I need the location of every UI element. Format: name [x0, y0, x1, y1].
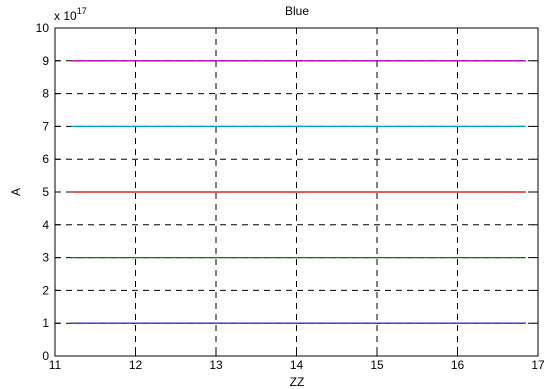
plot-frame [54, 27, 539, 357]
x-tick-label: 14 [290, 358, 304, 372]
y-tick-label: 9 [42, 54, 49, 68]
x-tick-label: 13 [209, 358, 223, 372]
chart-title: Blue [285, 4, 309, 18]
y-exponent-base: x 10 [54, 9, 77, 23]
x-tick-label: 16 [451, 358, 465, 372]
y-tick-label: 10 [36, 21, 50, 35]
y-tick-label: 3 [42, 251, 49, 265]
x-tick-label: 15 [370, 358, 384, 372]
y-axis-label: A [9, 188, 23, 196]
y-tick-label: 2 [42, 283, 49, 297]
y-tick-label: 0 [42, 349, 49, 363]
y-tick-label: 6 [42, 152, 49, 166]
y-exponent-power: 17 [77, 6, 87, 16]
y-tick-label: 8 [42, 87, 49, 101]
y-tick-label: 7 [42, 119, 49, 133]
y-tick-label: 5 [42, 185, 49, 199]
x-tick-label: 11 [49, 358, 62, 372]
series-group [71, 60, 526, 324]
x-tick-label: 17 [531, 358, 545, 372]
y-tick-label: 1 [42, 316, 49, 330]
x-axis-label: ZZ [290, 375, 305, 389]
y-tick-label: 4 [42, 218, 49, 232]
x-tick-label: 12 [129, 358, 143, 372]
y-axis-exponent: x 1017 [54, 6, 87, 23]
svg-text:x 1017: x 1017 [54, 6, 87, 23]
